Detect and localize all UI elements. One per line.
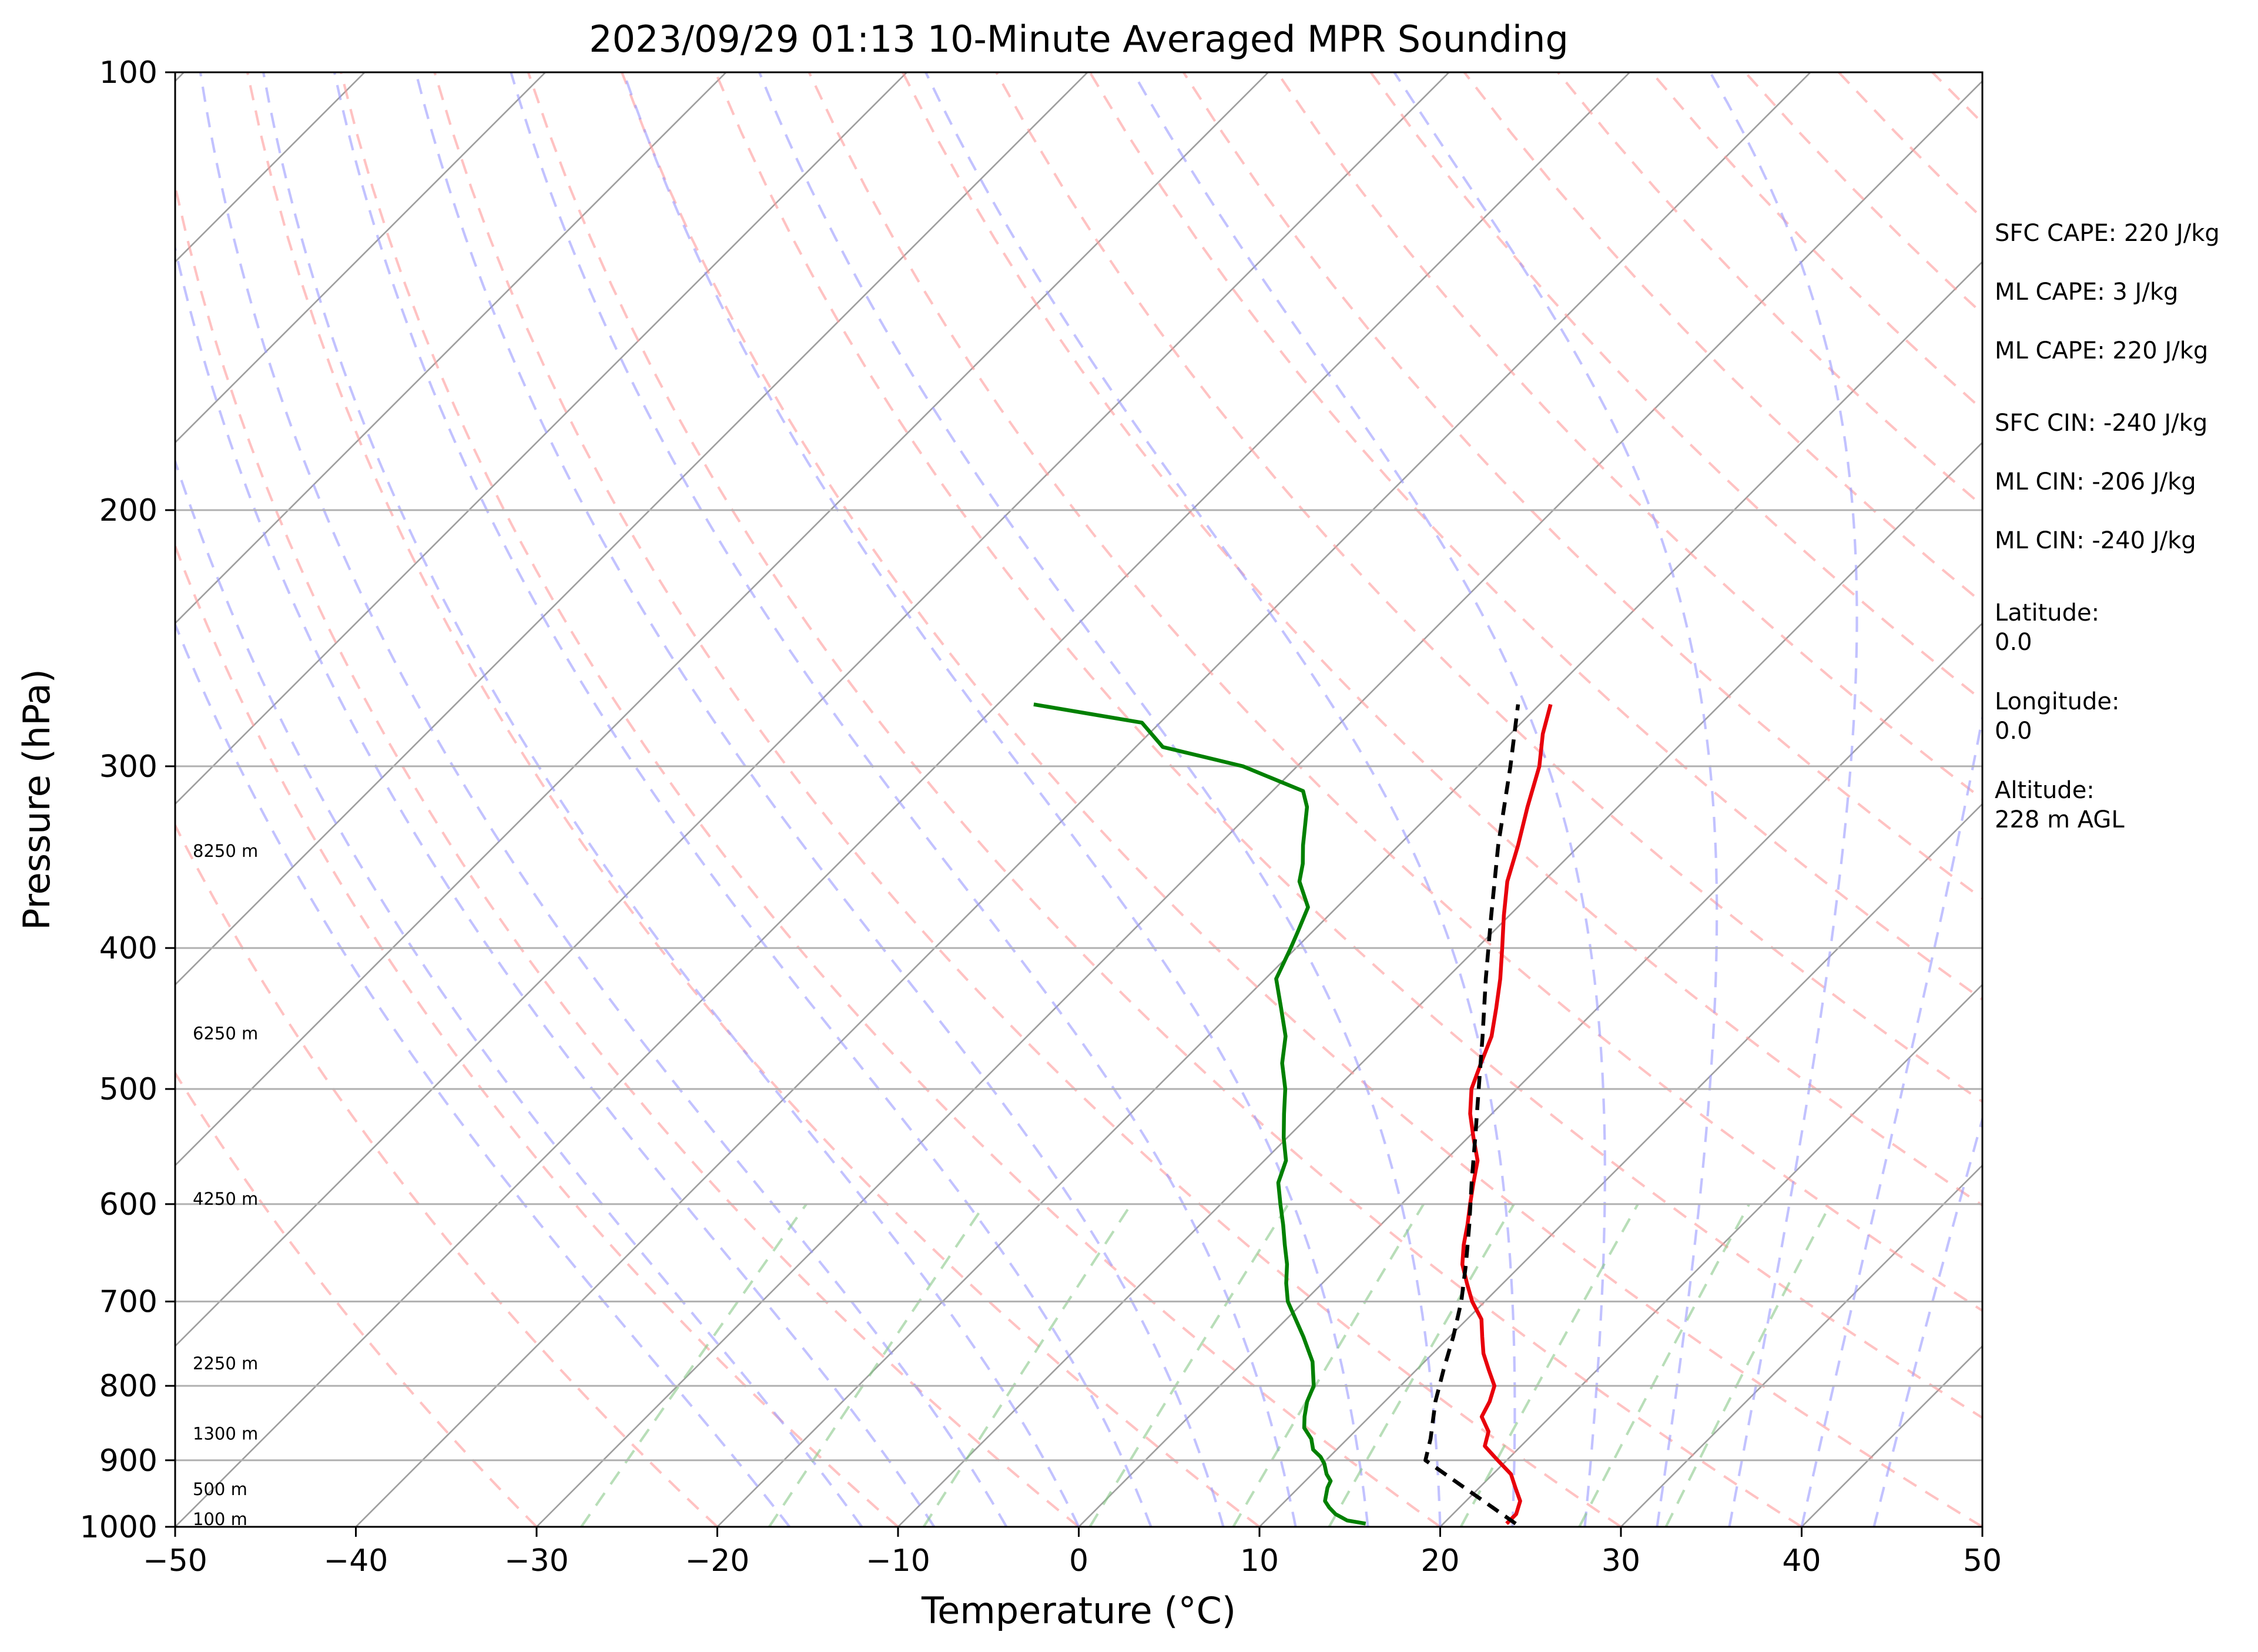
stat-annotation: ML CIN: -206 J/kg xyxy=(1995,468,2196,495)
x-tick-label: −30 xyxy=(504,1543,569,1579)
x-tick-label: 30 xyxy=(1602,1543,1640,1579)
height-label: 1300 m xyxy=(193,1424,258,1444)
x-tick-label: 0 xyxy=(1069,1543,1088,1579)
y-axis-label: Pressure (hPa) xyxy=(15,669,58,930)
y-tick-label: 300 xyxy=(99,749,158,785)
x-tick-label: 50 xyxy=(1963,1543,2002,1579)
y-tick-label: 700 xyxy=(99,1285,158,1320)
stat-annotation: ML CAPE: 3 J/kg xyxy=(1995,279,2178,306)
x-tick-label: −20 xyxy=(685,1543,750,1579)
stat-annotation: ML CAPE: 220 J/kg xyxy=(1995,337,2208,364)
height-label: 2250 m xyxy=(193,1353,258,1373)
x-tick-label: −10 xyxy=(866,1543,930,1579)
x-tick-label: 40 xyxy=(1782,1543,1821,1579)
stat-annotation: ML CIN: -240 J/kg xyxy=(1995,527,2196,554)
stat-annotation: 0.0 xyxy=(1995,629,2032,656)
y-tick-label: 100 xyxy=(99,55,158,91)
x-tick-label: −50 xyxy=(143,1543,207,1579)
y-tick-label: 500 xyxy=(99,1072,158,1107)
height-label: 8250 m xyxy=(193,841,258,861)
stat-annotation: Longitude: xyxy=(1995,688,2119,715)
x-axis-label: Temperature (°C) xyxy=(921,1589,1236,1632)
stat-annotation: Latitude: xyxy=(1995,599,2099,626)
stat-annotation: SFC CIN: -240 J/kg xyxy=(1995,410,2207,437)
y-tick-label: 400 xyxy=(99,931,158,966)
x-tick-label: 10 xyxy=(1240,1543,1279,1579)
x-tick-label: 20 xyxy=(1421,1543,1459,1579)
height-label: 4250 m xyxy=(193,1189,258,1209)
stat-annotation: Altitude: xyxy=(1995,777,2095,804)
stat-annotation: 228 m AGL xyxy=(1995,806,2125,833)
height-label: 100 m xyxy=(193,1509,247,1529)
height-label: 500 m xyxy=(193,1479,247,1499)
x-tick-label: −40 xyxy=(324,1543,388,1579)
y-tick-label: 900 xyxy=(99,1443,158,1479)
y-tick-label: 800 xyxy=(99,1369,158,1404)
y-tick-label: 600 xyxy=(99,1187,158,1222)
height-label: 6250 m xyxy=(193,1024,258,1044)
stat-annotation: 0.0 xyxy=(1995,718,2032,745)
y-tick-label: 1000 xyxy=(80,1510,158,1545)
y-tick-label: 200 xyxy=(99,493,158,528)
stat-annotation: SFC CAPE: 220 J/kg xyxy=(1995,220,2220,247)
chart-title: 2023/09/29 01:13 10-Minute Averaged MPR … xyxy=(589,18,1569,61)
